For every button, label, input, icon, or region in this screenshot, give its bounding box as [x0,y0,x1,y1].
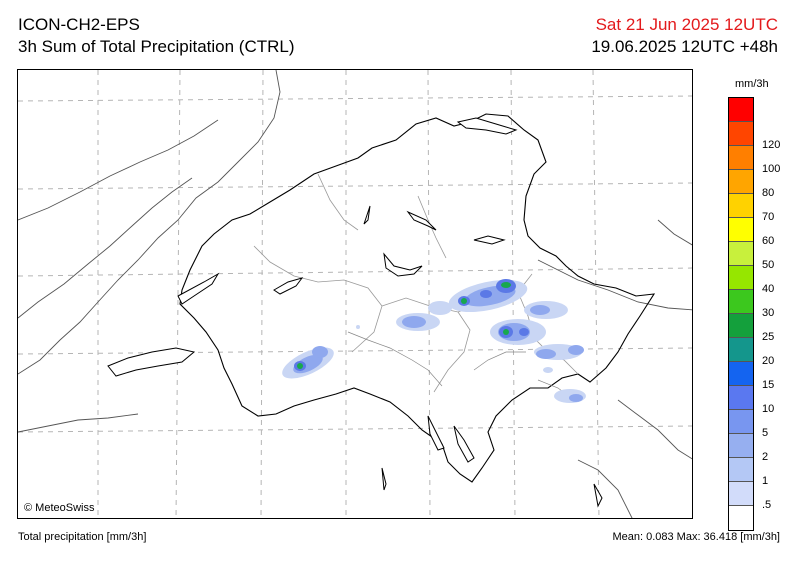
colorbar-label: 2 [762,451,769,463]
precip-cell [461,298,467,304]
precip-cell [530,305,550,315]
valid-time: Sat 21 Jun 2025 12UTC [595,15,778,34]
colorbar-cell [729,434,753,458]
colorbar-cell [729,362,753,386]
time-block: Sat 21 Jun 2025 12UTC 19.06.2025 12UTC +… [591,14,778,58]
run-info: 19.06.2025 12UTC +48h [591,37,778,56]
lakes [107,117,603,508]
map-canvas [18,70,692,518]
colorbar-label: 20 [762,355,775,367]
legend-unit: mm/3h [735,78,769,90]
title-block: ICON-CH2-EPS 3h Sum of Total Precipitati… [18,14,295,58]
colorbar-cell [729,242,753,266]
copyright-label: © MeteoSwiss [24,502,95,514]
colorbar-label: 100 [762,163,781,175]
colorbar-label: 25 [762,331,775,343]
colorbar-cell [729,458,753,482]
colorbar-cell [729,506,753,530]
swiss-border [179,113,656,483]
footer-stats: Mean: 0.083 Max: 36.418 [mm/3h] [612,531,780,543]
precip-cell [356,325,360,329]
precip-cell [519,328,529,336]
product-name: 3h Sum of Total Precipitation (CTRL) [18,37,295,56]
precip-cell [503,329,509,335]
colorbar-cell [729,194,753,218]
colorbar-cell [729,338,753,362]
colorbar-label: 5 [762,427,769,439]
rivers [347,331,575,401]
model-name: ICON-CH2-EPS [18,15,140,34]
colorbar-cell [729,314,753,338]
precip-cell [480,290,492,298]
colorbar-label: 15 [762,379,775,391]
colorbar-cell [729,266,753,290]
precip-cell [536,349,556,359]
colorbar-cell [729,170,753,194]
colorbar-label: 50 [762,259,775,271]
precip-cell [312,346,328,358]
colorbar-cell [729,146,753,170]
footer-variable: Total precipitation [mm/3h] [18,531,147,543]
graticule [18,70,692,518]
colorbar-label: 80 [762,187,775,199]
precip-cell [569,394,583,402]
colorbar-cell [729,482,753,506]
colorbar [728,97,754,531]
colorbar-cell [729,410,753,434]
country-borders [18,70,692,518]
precipitation-map: © MeteoSwiss [17,69,693,519]
colorbar-label: 70 [762,211,775,223]
precip-cell [428,301,452,315]
colorbar-label: 10 [762,403,775,415]
colorbar-label: 120 [762,139,781,151]
precip-cell [297,363,303,369]
colorbar-cell [729,218,753,242]
colorbar-label: 30 [762,307,775,319]
colorbar-label: 40 [762,283,775,295]
colorbar-cell [729,386,753,410]
colorbar-cell [729,290,753,314]
precip-cell [402,316,426,328]
colorbar-cell [729,122,753,146]
colorbar-cell [729,98,753,122]
colorbar-label: 1 [762,475,769,487]
precipitation-cells [282,279,586,403]
precip-cell [568,345,584,355]
precip-cell [543,367,553,373]
colorbar-label: 60 [762,235,775,247]
precip-cell [501,282,511,288]
colorbar-label: .5 [762,499,772,511]
